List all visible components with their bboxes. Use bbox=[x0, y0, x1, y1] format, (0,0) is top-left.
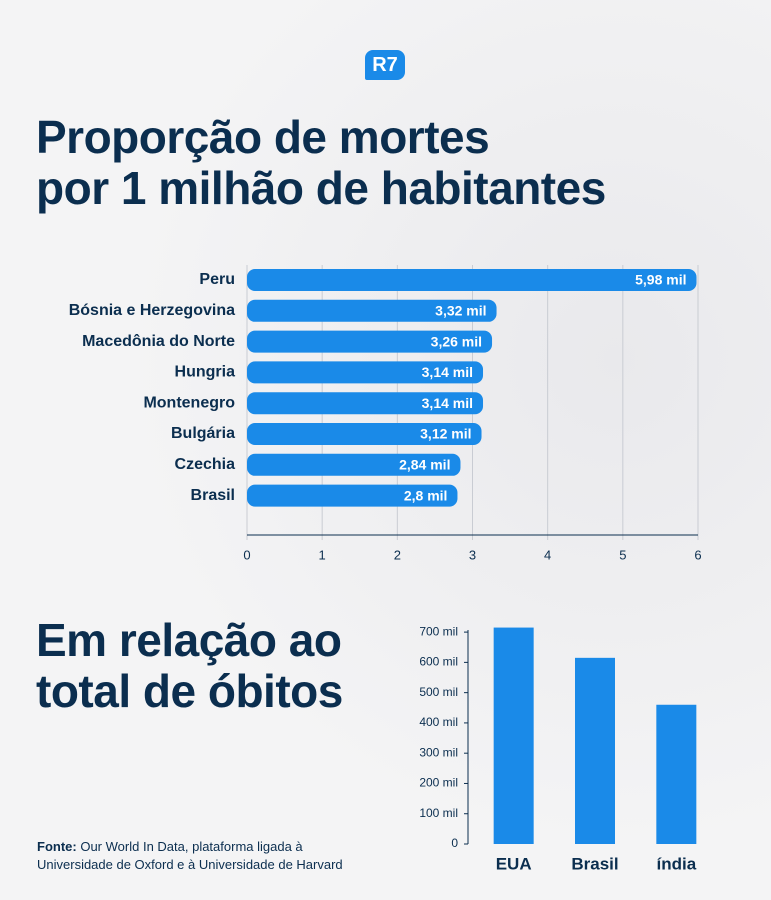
x-tick-label: 3 bbox=[469, 547, 476, 562]
y-tick-label: Bósnia e Herzegovina bbox=[69, 302, 235, 319]
y-tick-label: Czechia bbox=[175, 456, 236, 473]
value-label: 3,32 mil bbox=[435, 303, 486, 319]
value-label: 3,14 mil bbox=[422, 364, 473, 380]
y-tick-label: 400 mil bbox=[419, 715, 458, 729]
value-label: 3,14 mil bbox=[422, 395, 473, 411]
x-tick-label: 6 bbox=[694, 547, 701, 562]
bar bbox=[493, 627, 534, 844]
y-tick-label: 700 mil bbox=[419, 624, 458, 638]
bar bbox=[247, 453, 461, 476]
bar bbox=[247, 269, 697, 291]
bar bbox=[247, 423, 482, 445]
y-tick-label: Brasil bbox=[191, 487, 235, 504]
y-tick-label: Hungria bbox=[175, 364, 236, 381]
bar bbox=[247, 484, 458, 507]
value-label: 3,26 mil bbox=[431, 333, 482, 349]
logo: R7 bbox=[365, 50, 405, 80]
bar bbox=[247, 330, 493, 353]
y-tick-label: 500 mil bbox=[419, 685, 458, 699]
chart-title: Proporção de mortes por 1 milhão de habi… bbox=[36, 111, 606, 214]
y-tick-label: 300 mil bbox=[419, 745, 458, 759]
source: Fonte: Our World In Data, plataforma lig… bbox=[37, 838, 343, 873]
x-tick-label: EUA bbox=[496, 854, 532, 873]
value-label: 2,84 mil bbox=[399, 457, 450, 473]
x-tick-label: 5 bbox=[619, 547, 626, 562]
x-tick-label: 0 bbox=[243, 547, 250, 562]
x-tick-label: Brasil bbox=[571, 854, 618, 873]
y-tick-label: 600 mil bbox=[419, 655, 458, 669]
value-label: 5,98 mil bbox=[635, 272, 686, 288]
bar bbox=[656, 704, 697, 844]
bar bbox=[247, 299, 497, 322]
x-tick-label: índia bbox=[656, 854, 696, 873]
source-label: Fonte: bbox=[37, 839, 77, 854]
y-tick-label: Montenegro bbox=[143, 394, 235, 411]
y-tick-label: 0 bbox=[451, 836, 458, 850]
source-text: Our World In Data, plataforma ligada à U… bbox=[37, 839, 343, 872]
y-tick-label: 200 mil bbox=[419, 776, 458, 790]
value-label: 3,12 mil bbox=[420, 426, 471, 442]
x-tick-label: 2 bbox=[394, 547, 401, 562]
x-tick-label: 4 bbox=[544, 547, 551, 562]
value-label: 2,8 mil bbox=[404, 487, 448, 503]
y-tick-label: Bulgária bbox=[171, 425, 235, 442]
y-tick-label: Macedônia do Norte bbox=[82, 333, 235, 350]
x-tick-label: 1 bbox=[319, 547, 326, 562]
bar bbox=[575, 657, 615, 844]
y-tick-label: Peru bbox=[199, 271, 235, 288]
y-tick-label: 100 mil bbox=[419, 806, 458, 820]
chart-title: Em relação ao total de óbitos bbox=[36, 614, 343, 717]
bar bbox=[247, 361, 484, 384]
bar bbox=[247, 392, 484, 415]
